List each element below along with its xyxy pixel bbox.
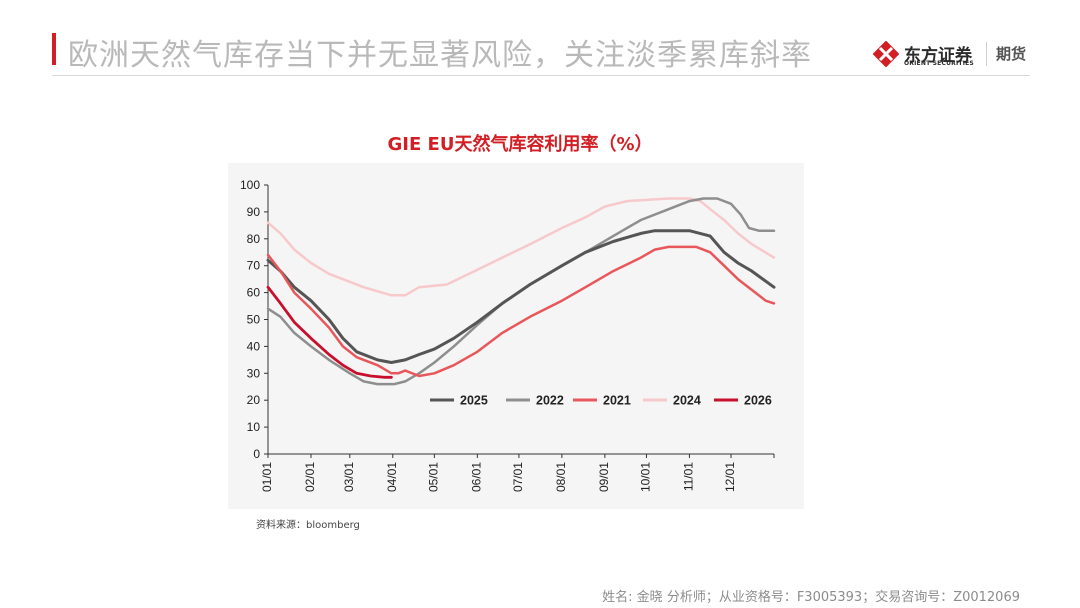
- title-divider: [52, 75, 1030, 76]
- series-line-2024: [266, 197, 776, 297]
- logo-english-text: ORIENT SECURITIES: [904, 60, 974, 67]
- footer-analyst-info: 姓名: 金晓 分析师；从业资格号：F3005393；交易咨询号：Z0012069: [602, 590, 1020, 605]
- x-tick-label: 05/01: [427, 462, 441, 492]
- chart-panel: 0 10 20 30 40 50 60 70 80 90 100 01/01 02/01 03/01 04/…: [228, 163, 804, 509]
- chart-canvas: 0 10 20 30 40 50 60 70 80 90 100 01/01 02/01 03/01 04/…: [240, 178, 776, 492]
- title-accent-bar: [52, 33, 56, 65]
- x-tick-label: 02/01: [303, 462, 317, 492]
- y-tick-label: 0: [253, 447, 260, 461]
- source-note: 资料来源：bloomberg: [256, 520, 360, 531]
- x-tick-label: 06/01: [470, 462, 484, 492]
- x-tick-label: 12/01: [723, 462, 737, 492]
- y-tick-label: 30: [247, 366, 261, 380]
- y-tick-label: 70: [247, 259, 261, 273]
- series-line-2026: [266, 285, 393, 379]
- logo-subtitle: 期货: [996, 45, 1027, 63]
- y-tick-label: 60: [247, 286, 261, 300]
- y-tick-label: 90: [247, 205, 261, 219]
- x-tick-label: 10/01: [639, 462, 653, 492]
- legend-label-2026: 2026: [744, 394, 772, 408]
- x-tick-label: 07/01: [511, 462, 525, 492]
- x-tick-label: 01/01: [260, 462, 274, 492]
- legend-label-2021: 2021: [603, 394, 631, 408]
- chart-title: GIE EU天然气库容利用率（%）: [387, 134, 653, 155]
- orient-securities-logo-icon: [873, 41, 899, 67]
- y-tick-label: 100: [240, 178, 260, 192]
- x-tick-label: 08/01: [554, 462, 568, 492]
- logo-text: 东方证券: [904, 46, 972, 66]
- y-tick-label: 50: [247, 313, 261, 327]
- x-tick-label: 11/01: [682, 462, 696, 491]
- legend-label-2025: 2025: [460, 394, 488, 408]
- legend-label-2022: 2022: [536, 394, 564, 408]
- series-line-2021: [266, 245, 776, 378]
- y-tick-label: 80: [247, 232, 261, 246]
- y-tick-label: 40: [247, 339, 261, 353]
- y-tick-label: 10: [247, 420, 261, 434]
- y-tick-label: 20: [247, 393, 261, 407]
- x-tick-label: 09/01: [597, 462, 611, 492]
- page-title: 欧洲天然气库存当下并无显著风险，关注淡季累库斜率: [68, 38, 812, 73]
- x-tick-label: 04/01: [385, 462, 399, 492]
- series-line-2025: [266, 229, 776, 364]
- x-tick-label: 03/01: [342, 462, 356, 492]
- legend-label-2024: 2024: [673, 394, 701, 408]
- logo-divider: [986, 42, 987, 66]
